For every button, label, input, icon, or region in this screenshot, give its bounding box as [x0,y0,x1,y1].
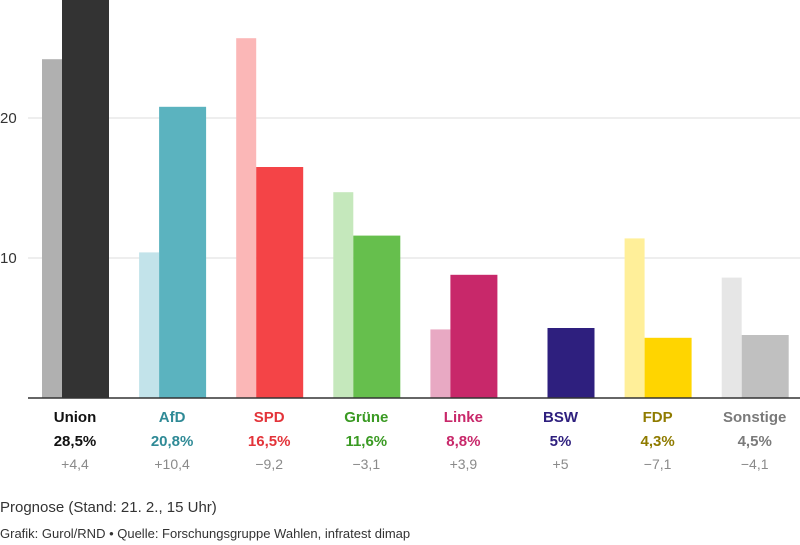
bar-current [256,167,304,398]
bar-previous [430,329,451,398]
category-label: Linke [444,409,483,426]
bar-current [353,235,401,398]
bar-previous [624,238,645,398]
bar-current [547,328,595,398]
bar-current [159,106,207,399]
category-label: FDP [643,409,673,426]
bar-previous [139,252,160,398]
bar-previous [333,192,354,398]
bar-current [644,337,692,398]
change-label: −4,1 [741,456,769,472]
value-label: 28,5% [54,433,97,450]
category-label: Union [54,409,97,426]
change-label: +4,4 [61,456,89,472]
bars-layer [42,0,789,399]
change-label: −9,2 [255,456,283,472]
bar-previous [42,59,62,398]
bar-previous [721,277,742,398]
category-label: Grüne [344,409,388,426]
change-label: +3,9 [450,456,478,472]
value-label: 4,5% [738,433,772,450]
category-label: BSW [543,409,579,426]
labels-layer: Union 28,5% +4,4 AfD 20,8% +10,4 SPD 16,5% −9,2 G… [54,409,787,472]
chart-subtitle: Prognose (Stand: 21. 2., 15 Uhr) [0,499,217,516]
value-label: 20,8% [151,433,194,450]
category-label: AfD [159,409,186,426]
y-tick-label: 20 [0,110,17,127]
change-label: −7,1 [644,456,672,472]
bar-current [62,0,109,398]
bar-current [450,274,498,398]
value-label: 4,3% [640,433,674,450]
change-label: +5 [553,456,569,472]
value-label: 5% [550,433,572,450]
bar-previous [236,38,257,398]
category-label: SPD [254,409,285,426]
value-label: 16,5% [248,433,291,450]
value-label: 11,6% [345,433,387,450]
change-label: −3,1 [352,456,380,472]
value-label: 8,8% [446,433,480,450]
category-label: Sonstige [723,409,786,426]
bar-current [741,335,789,398]
chart-credit: Grafik: Gurol/RND • Quelle: Forschungsgr… [0,526,411,541]
change-label: +10,4 [154,456,190,472]
y-tick-label: 10 [0,250,17,267]
bar-chart: 10 20 Union 28,5% +4,4 AfD 20,8% +10,4 SPD 16,5%… [0,0,800,472]
